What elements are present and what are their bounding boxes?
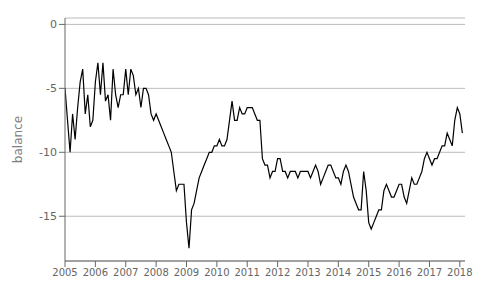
svg-text:0: 0 <box>50 18 57 31</box>
svg-text:2013: 2013 <box>295 267 320 278</box>
svg-text:-10: -10 <box>39 146 57 159</box>
svg-text:2018: 2018 <box>447 267 472 278</box>
svg-text:2012: 2012 <box>265 267 290 278</box>
svg-text:2010: 2010 <box>204 267 229 278</box>
svg-text:balance: balance <box>11 116 25 163</box>
svg-text:2009: 2009 <box>174 267 199 278</box>
svg-text:2015: 2015 <box>356 267 381 278</box>
svg-text:-15: -15 <box>39 210 57 223</box>
svg-text:2007: 2007 <box>113 267 138 278</box>
svg-text:2014: 2014 <box>326 267 351 278</box>
svg-text:-5: -5 <box>46 82 57 95</box>
svg-text:2016: 2016 <box>386 267 411 278</box>
svg-text:2005: 2005 <box>52 267 77 278</box>
svg-text:2008: 2008 <box>143 267 168 278</box>
svg-text:2017: 2017 <box>417 267 442 278</box>
svg-text:2011: 2011 <box>235 267 260 278</box>
svg-text:2006: 2006 <box>83 267 108 278</box>
